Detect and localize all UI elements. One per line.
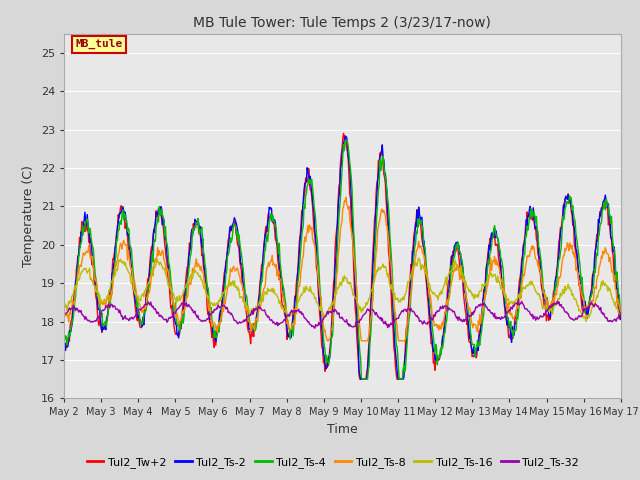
- Y-axis label: Temperature (C): Temperature (C): [22, 165, 35, 267]
- Title: MB Tule Tower: Tule Temps 2 (3/23/17-now): MB Tule Tower: Tule Temps 2 (3/23/17-now…: [193, 16, 492, 30]
- Text: MB_tule: MB_tule: [75, 39, 122, 49]
- Legend: Tul2_Tw+2, Tul2_Ts-2, Tul2_Ts-4, Tul2_Ts-8, Tul2_Ts-16, Tul2_Ts-32: Tul2_Tw+2, Tul2_Ts-2, Tul2_Ts-4, Tul2_Ts…: [82, 452, 584, 472]
- X-axis label: Time: Time: [327, 423, 358, 436]
